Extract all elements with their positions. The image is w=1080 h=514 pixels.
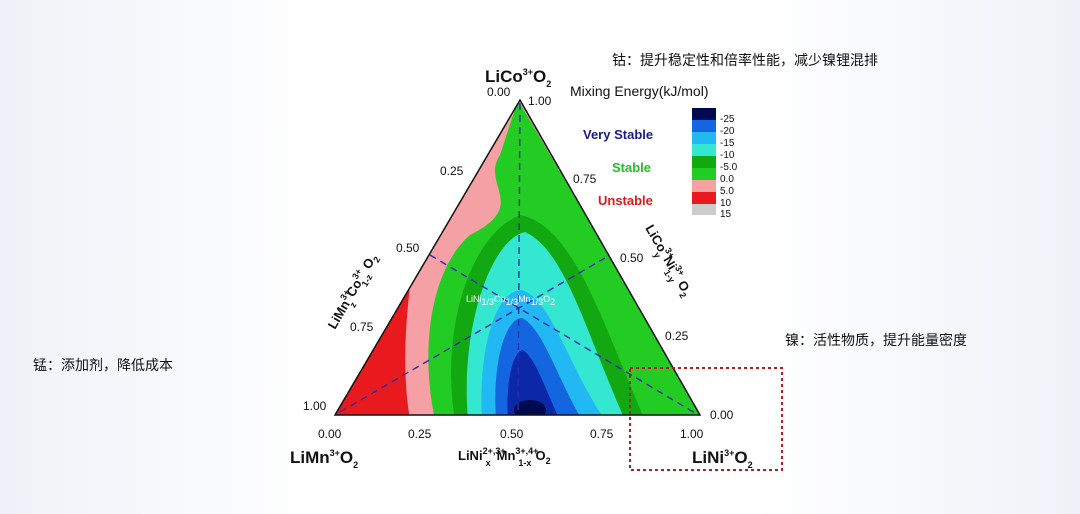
highlight-box <box>629 367 783 471</box>
tick-label: 0.00 <box>318 427 342 441</box>
colorbar-tick: -5.0 <box>720 162 738 173</box>
colorbar-tick: -15 <box>720 138 735 149</box>
legend-level: Stable <box>612 160 651 175</box>
color-swatch <box>692 192 716 204</box>
colorbar-tick: 15 <box>720 209 732 220</box>
tick-label: 1.00 <box>680 427 704 441</box>
color-swatch <box>692 144 716 156</box>
colorbar: -25 -20 -15 -10 -5.0 0.0 5.0 10 15 <box>692 108 738 220</box>
colorbar-tick: -10 <box>720 150 735 161</box>
tick-label: 0.75 <box>350 320 374 334</box>
tick-label: 1.00 <box>303 399 327 413</box>
tick-label: 0.50 <box>500 427 524 441</box>
color-swatch <box>692 180 716 192</box>
tick-label: 0.25 <box>665 329 689 343</box>
legend-level: Unstable <box>598 193 653 208</box>
colorbar-tick: 0.0 <box>720 174 734 185</box>
colorbar-tick: 10 <box>720 198 732 209</box>
axis-title: LiCo3+yNi3+1-yO2 <box>638 221 697 301</box>
tick-label: 0.25 <box>408 427 432 441</box>
bottom-ticks: 0.00 0.25 0.50 0.75 1.00 0.00 0.25 0.50 … <box>303 85 734 441</box>
axis-title: LiNi2+,3+ x Mn3+,4+ 1-x O2 <box>458 446 551 468</box>
colorbar-tick: -25 <box>720 114 735 125</box>
tick-label: 1.00 <box>528 94 552 108</box>
tick-label: 0.75 <box>590 427 614 441</box>
color-swatch <box>692 168 716 180</box>
dashed-line <box>517 102 521 416</box>
legend-level: Very Stable <box>583 127 653 142</box>
vertex-label: LiMn3+O2 <box>290 448 358 470</box>
vertex-label: LiCo3+O2 <box>485 67 551 89</box>
color-swatch <box>692 120 716 132</box>
color-swatch <box>692 132 716 144</box>
contour <box>514 400 546 415</box>
color-swatch <box>692 108 716 120</box>
tick-label: 0.75 <box>573 172 597 186</box>
triangle <box>333 98 702 416</box>
tick-label: 0.00 <box>487 85 511 99</box>
dashed-line <box>429 254 696 414</box>
tick-label: 0.50 <box>620 251 644 265</box>
colorbar-tick: -20 <box>720 126 735 137</box>
tick-label: 0.50 <box>396 241 420 255</box>
color-swatch <box>692 156 716 168</box>
inner-label: LiNi1/3Co1/3Mn1/3O2 <box>466 294 555 307</box>
dashed-line <box>339 257 606 413</box>
legend-title: Mixing Energy(kJ/mol) <box>570 83 708 99</box>
color-swatch <box>692 204 716 215</box>
tick-label: 0.25 <box>440 164 464 178</box>
manganese-note: 锰：添加剂，降低成本 <box>33 357 173 373</box>
nickel-note: 镍：活性物质，提升能量密度 <box>785 332 967 348</box>
colorbar-tick: 5.0 <box>720 186 734 197</box>
tick-label: 0.00 <box>710 408 734 422</box>
vertex-label: LiNi3+O2 <box>692 448 753 470</box>
cobalt-note: 钴：提升稳定性和倍率性能，减少镍锂混排 <box>612 52 878 68</box>
